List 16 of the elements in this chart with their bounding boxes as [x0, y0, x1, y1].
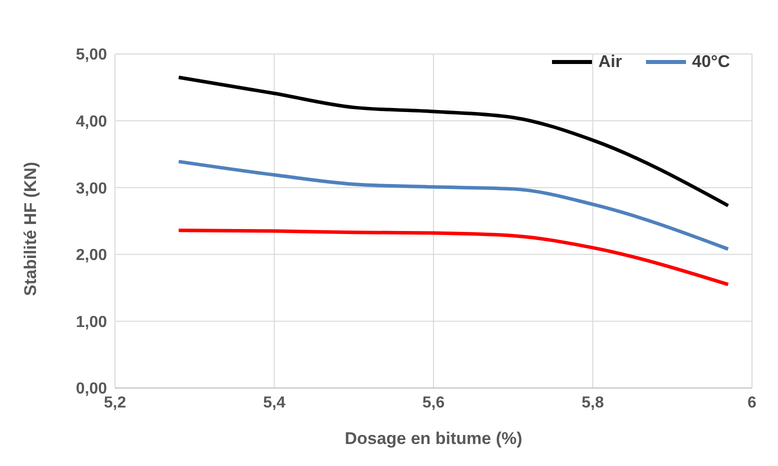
line-series [176, 228, 730, 286]
y-axis-title: Stabilité HF (KN) [21, 162, 40, 296]
y-tick-label: 3,00 [76, 180, 108, 198]
x-tick-label: 6 [748, 394, 757, 412]
line-series [176, 160, 730, 251]
y-tick-label: 2,00 [76, 247, 108, 264]
y-tick-label: 5,00 [76, 46, 108, 64]
x-tick-label: 5,4 [263, 394, 286, 412]
x-tick-label: 5,8 [582, 394, 604, 412]
y-tick-label: 4,00 [76, 113, 108, 130]
legend-label: Air [598, 52, 622, 72]
y-tick-label: 1,00 [76, 314, 108, 331]
line-series [176, 76, 730, 208]
x-tick-label: 5,6 [422, 394, 445, 412]
x-axis-title: Dosage en bitume (%) [344, 429, 522, 448]
legend-label: 40°C [692, 52, 730, 72]
